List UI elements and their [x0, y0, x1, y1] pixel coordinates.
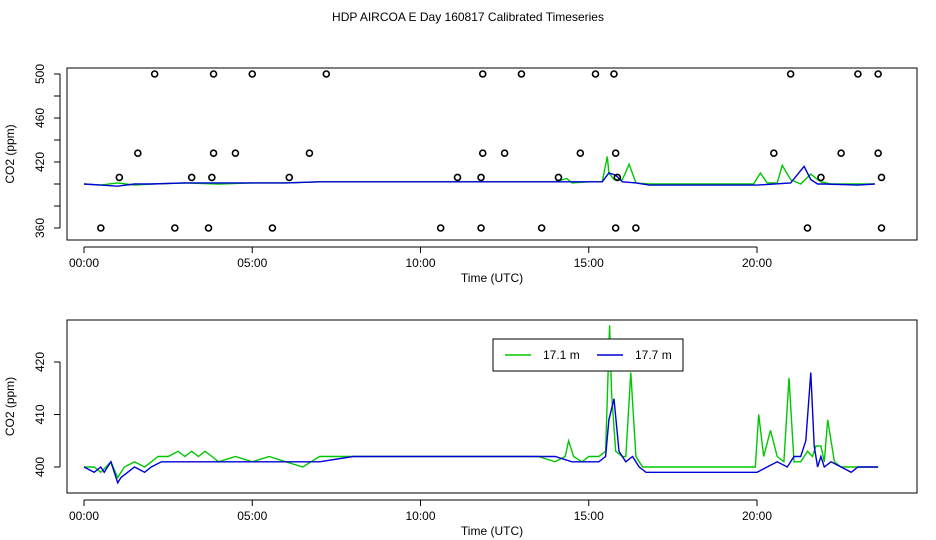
calibration-point	[97, 224, 105, 232]
calibration-point	[115, 173, 124, 182]
calibration-point	[477, 224, 485, 232]
y-axis-title: CO2 (ppm)	[3, 377, 17, 436]
chart-title: HDP AIRCOA E Day 160817 Calibrated Times…	[332, 10, 604, 24]
calibration-point	[837, 149, 845, 157]
calibration-point	[591, 70, 600, 78]
calibration-point	[517, 70, 526, 78]
calibration-point	[611, 149, 620, 157]
calibration-point	[500, 149, 509, 157]
calibration-point	[803, 224, 812, 232]
x-tick-label: 00:00	[69, 509, 99, 523]
legend-label: 17.7 m	[635, 348, 672, 362]
calibration-point	[874, 70, 882, 78]
x-tick-label: 05:00	[237, 256, 267, 270]
calibration-point	[611, 224, 620, 232]
x-tick-label: 10:00	[405, 256, 435, 270]
calibration-point	[187, 173, 196, 182]
calibration-point	[453, 173, 462, 182]
calibration-point	[477, 173, 485, 182]
calibration-point	[554, 173, 563, 182]
y-tick-label: 410	[33, 404, 47, 424]
calibration-point	[874, 149, 882, 157]
calibration-point	[171, 224, 179, 232]
calibration-point	[268, 224, 277, 232]
y-tick-label: 360	[33, 218, 47, 238]
calibration-point	[613, 173, 622, 182]
series-line-17-1-m	[84, 325, 879, 479]
legend-label: 17.1 m	[543, 348, 580, 362]
x-tick-label: 10:00	[405, 509, 435, 523]
calibration-point	[322, 70, 331, 78]
calibration-point	[134, 149, 142, 157]
y-tick-label: 420	[33, 352, 47, 372]
calibration-point	[208, 173, 216, 182]
calibration-point	[770, 149, 778, 157]
y-tick-label: 460	[33, 108, 47, 128]
calibration-point	[248, 70, 257, 78]
plot-frame	[66, 319, 918, 494]
x-tick-label: 20:00	[742, 256, 772, 270]
calibration-point	[209, 70, 218, 78]
calibration-point	[817, 173, 825, 182]
bottom-panel: 00:00 05:00 10:00 15:00 20:00 Time (UTC) 400 41…	[3, 319, 918, 538]
calibration-point	[854, 70, 862, 78]
calibration-point	[632, 224, 640, 232]
calibration-point	[478, 149, 487, 157]
calibration-point	[204, 224, 213, 232]
x-axis-title: Time (UTC)	[461, 524, 523, 538]
y-tick-label: 400	[33, 457, 47, 477]
y-axis-title: CO2 (ppm)	[3, 124, 17, 183]
calibration-point	[305, 149, 314, 157]
x-tick-label: 05:00	[237, 509, 267, 523]
x-axis-title: Time (UTC)	[461, 271, 523, 285]
calibration-point	[877, 173, 886, 182]
x-tick-label: 15:00	[574, 256, 604, 270]
y-tick-label: 420	[33, 152, 47, 172]
series-line-17-7-m	[83, 165, 875, 187]
calibration-point	[209, 149, 218, 157]
top-panel: 00:00 05:00 10:00 15:00 20:00 Time (UTC) 360 42…	[3, 64, 918, 285]
calibration-point	[285, 173, 294, 182]
calibration-point	[610, 70, 618, 78]
calibration-point	[786, 70, 795, 78]
y-tick-label: 500	[33, 64, 47, 84]
calibration-point	[436, 224, 445, 232]
calibration-point	[150, 70, 159, 78]
series-line-17-7-m	[83, 372, 879, 485]
plot-frame	[66, 67, 918, 241]
calibration-point	[478, 70, 487, 78]
calibration-point	[231, 149, 240, 157]
calibration-point	[877, 224, 886, 232]
calibration-point	[537, 224, 546, 232]
x-tick-label: 15:00	[574, 509, 604, 523]
x-tick-label: 00:00	[69, 256, 99, 270]
x-tick-label: 20:00	[742, 509, 772, 523]
calibration-point	[576, 149, 585, 157]
